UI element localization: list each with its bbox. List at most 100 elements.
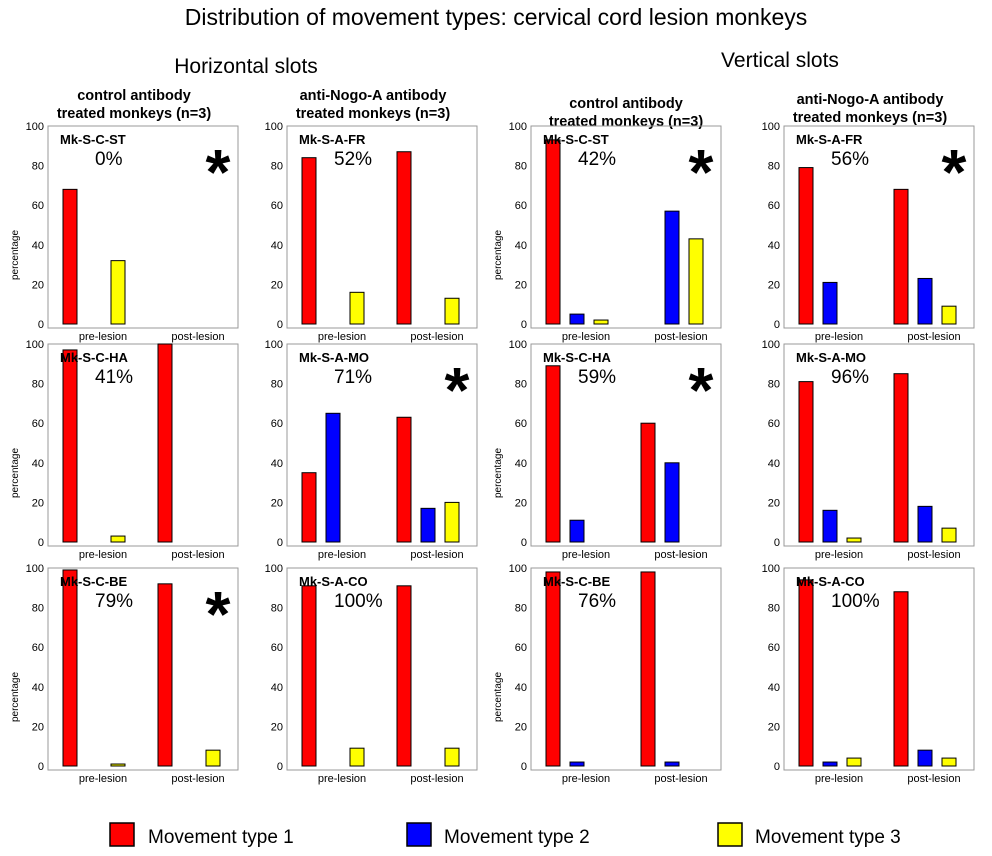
- chart-panel-mk-s-a-co: 0 20 40 60 80 100 pre-lesion post-lesion Mk-S-A-…: [265, 563, 478, 785]
- y-tick-label: 100: [265, 563, 283, 575]
- y-tick-label: 20: [515, 497, 527, 509]
- column-header-line1: anti-Nogo-A antibody: [797, 92, 944, 108]
- y-tick-label: 0: [774, 537, 780, 549]
- legend-label-type3: Movement type 3: [755, 827, 901, 848]
- bar-pre-lesion-type2: [569, 761, 585, 767]
- y-tick-label: 0: [277, 537, 283, 549]
- panel-monkey-id: Mk-S-A-CO: [299, 574, 368, 589]
- y-tick-label: 100: [509, 339, 527, 351]
- y-tick-label: 100: [26, 563, 44, 575]
- x-category-label: post-lesion: [410, 773, 463, 785]
- y-tick-label: 40: [32, 240, 44, 252]
- y-tick-label: 60: [271, 418, 283, 430]
- group-title-horizontal: Horizontal slots: [174, 55, 318, 78]
- y-tick-label: 40: [515, 458, 527, 470]
- bar-pre-lesion-type2: [822, 281, 838, 325]
- x-category-label: post-lesion: [171, 549, 224, 561]
- y-tick-label: 0: [521, 319, 527, 331]
- x-category-label: pre-lesion: [318, 331, 366, 343]
- legend-swatch-type1: [109, 822, 135, 847]
- bar-pre-lesion-type1: [301, 472, 317, 543]
- x-category-label: pre-lesion: [562, 549, 610, 561]
- y-tick-label: 20: [515, 279, 527, 291]
- significance-star: *: [445, 354, 470, 426]
- panel-percentage: 79%: [95, 591, 133, 612]
- panel-monkey-id: Mk-S-A-FR: [299, 132, 366, 147]
- y-tick-label: 100: [26, 339, 44, 351]
- panel-percentage: 76%: [578, 591, 616, 612]
- y-tick-label: 60: [32, 200, 44, 212]
- y-tick-label: 100: [265, 121, 283, 133]
- panel-frame: [530, 567, 722, 771]
- x-category-label: post-lesion: [654, 773, 707, 785]
- panel-frame: [783, 125, 975, 329]
- bar-post-lesion-type3: [941, 527, 957, 543]
- bar-post-lesion-type1: [157, 343, 173, 543]
- x-category-label: pre-lesion: [815, 549, 863, 561]
- panel-percentage: 56%: [831, 149, 869, 170]
- bar-pre-lesion-type3: [110, 260, 126, 325]
- bar-post-lesion-type2: [420, 507, 436, 543]
- panel-monkey-id: Mk-S-C-ST: [60, 132, 126, 147]
- panel-percentage: 0%: [95, 149, 123, 170]
- bar-pre-lesion-type3: [349, 291, 365, 325]
- x-category-label: post-lesion: [907, 773, 960, 785]
- y-tick-label: 40: [271, 682, 283, 694]
- panel-percentage: 59%: [578, 367, 616, 388]
- y-tick-label: 20: [768, 279, 780, 291]
- y-tick-label: 80: [271, 379, 283, 391]
- y-tick-label: 100: [762, 563, 780, 575]
- x-category-label: post-lesion: [907, 331, 960, 343]
- bar-post-lesion-type2: [917, 277, 933, 325]
- y-tick-label: 80: [515, 161, 527, 173]
- y-tick-label: 20: [768, 721, 780, 733]
- y-tick-label: 60: [271, 642, 283, 654]
- bar-pre-lesion-type2: [822, 509, 838, 543]
- panel-frame: [47, 343, 239, 547]
- y-tick-label: 100: [762, 339, 780, 351]
- y-tick-label: 80: [515, 379, 527, 391]
- y-tick-label: 40: [271, 458, 283, 470]
- x-category-label: pre-lesion: [79, 549, 127, 561]
- legend-label-type2: Movement type 2: [444, 827, 590, 848]
- panel-monkey-id: Mk-S-C-BE: [543, 574, 610, 589]
- y-tick-label: 80: [32, 603, 44, 615]
- chart-panel-mk-s-c-ha: 0 20 40 60 80 100 percentage pre-lesion post-les…: [10, 339, 239, 561]
- bar-post-lesion-type2: [664, 210, 680, 325]
- bar-post-lesion-type3: [688, 238, 704, 325]
- y-tick-label: 0: [277, 319, 283, 331]
- column-header-line1: control antibody: [569, 96, 683, 112]
- y-tick-label: 20: [271, 279, 283, 291]
- bar-pre-lesion-type1: [545, 139, 561, 325]
- chart-panel-mk-s-a-mo: 0 20 40 60 80 100 pre-lesion post-lesion Mk-S-A-…: [762, 339, 975, 561]
- y-tick-label: 80: [768, 379, 780, 391]
- y-tick-label: 0: [38, 761, 44, 773]
- panel-monkey-id: Mk-S-A-CO: [796, 574, 865, 589]
- panel-frame: [530, 125, 722, 329]
- y-tick-label: 20: [32, 497, 44, 509]
- panel-percentage: 71%: [334, 367, 372, 388]
- y-tick-label: 80: [768, 603, 780, 615]
- bar-pre-lesion-type2: [569, 313, 585, 325]
- bar-pre-lesion-type1: [798, 381, 814, 543]
- y-tick-label: 0: [521, 761, 527, 773]
- column-header-line2: treated monkeys (n=3): [57, 106, 211, 122]
- panel-frame: [286, 567, 478, 771]
- bar-pre-lesion-type2: [822, 761, 838, 767]
- y-tick-label: 0: [774, 761, 780, 773]
- chart-panel-mk-s-c-st: 0 20 40 60 80 100 percentage pre-lesion post-les…: [493, 121, 722, 343]
- panel-frame: [783, 343, 975, 547]
- significance-star: *: [942, 136, 967, 208]
- bar-pre-lesion-type3: [593, 319, 609, 325]
- legend: Movement type 1 Movement type 2 Movement…: [109, 822, 901, 848]
- bar-pre-lesion-type2: [569, 519, 585, 543]
- bar-pre-lesion-type1: [545, 571, 561, 767]
- chart-panel-mk-s-a-mo: 0 20 40 60 80 100 pre-lesion post-lesion Mk-S-A-…: [265, 339, 478, 561]
- panel-frame: [47, 567, 239, 771]
- bar-post-lesion-type1: [157, 583, 173, 767]
- x-category-label: post-lesion: [410, 331, 463, 343]
- chart-panel-mk-s-c-be: 0 20 40 60 80 100 percentage pre-lesion post-les…: [10, 563, 239, 785]
- y-axis-label: percentage: [10, 230, 21, 280]
- x-category-label: pre-lesion: [79, 331, 127, 343]
- x-category-label: post-lesion: [654, 331, 707, 343]
